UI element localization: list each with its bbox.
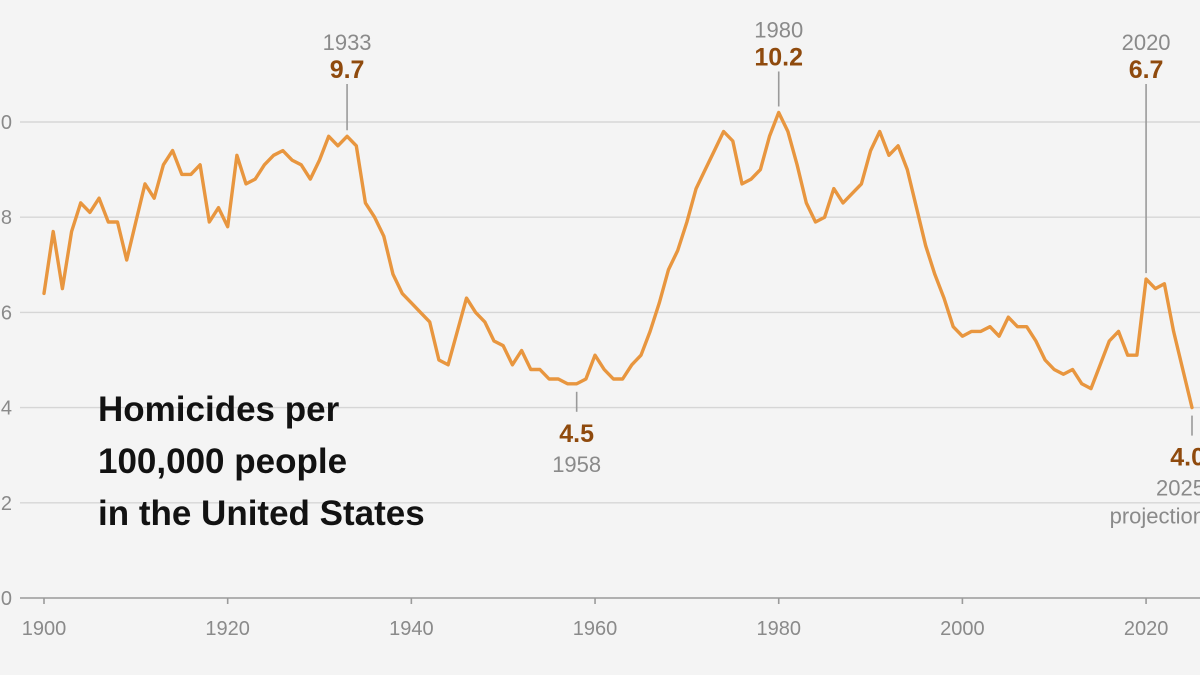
annotation-note: projection bbox=[1110, 504, 1200, 529]
chart-title: Homicides per 100,000 people in the Unit… bbox=[98, 384, 425, 540]
x-tick-label: 1920 bbox=[205, 618, 250, 640]
series-lines bbox=[42, 110, 1194, 410]
annotation-value: 9.7 bbox=[330, 56, 365, 84]
annotation-year: 2020 bbox=[1122, 30, 1171, 55]
x-tick-label: 1940 bbox=[389, 618, 434, 640]
y-tick-label: 2 bbox=[1, 493, 12, 515]
x-tick-label: 1960 bbox=[573, 618, 618, 640]
chart-title-line: 100,000 people bbox=[98, 442, 348, 481]
y-tick-label: 6 bbox=[1, 302, 12, 324]
y-tick-label: 0 bbox=[1, 588, 12, 610]
annotation-value: 10.2 bbox=[754, 43, 803, 71]
annotation-value: 4.5 bbox=[559, 420, 594, 448]
series-line bbox=[42, 110, 1194, 410]
x-tick-label: 1900 bbox=[22, 618, 67, 640]
annotation-value: 6.7 bbox=[1129, 56, 1164, 84]
y-tick-label: 8 bbox=[1, 207, 12, 229]
x-tick-label: 2020 bbox=[1124, 618, 1169, 640]
annotation-year: 1933 bbox=[323, 30, 372, 55]
chart-title-line: Homicides per bbox=[98, 390, 340, 429]
annotation-value: 4.0 bbox=[1170, 444, 1200, 472]
y-tick-label: 4 bbox=[1, 398, 12, 420]
y-axis-tick-labels: 0 2 4 6 8 10 bbox=[0, 112, 12, 610]
x-tick-label: 1980 bbox=[756, 618, 801, 640]
annotation-year: 1980 bbox=[754, 17, 803, 42]
annotation-year: 2025 bbox=[1156, 476, 1200, 501]
gridlines bbox=[20, 121, 1200, 599]
chart-title-line: in the United States bbox=[98, 494, 425, 533]
x-axis-tick-labels: 1900 1920 1940 1960 1980 2000 2020 bbox=[22, 598, 1169, 640]
annotation-year: 1958 bbox=[552, 452, 601, 477]
y-tick-label: 10 bbox=[0, 112, 12, 134]
x-tick-label: 2000 bbox=[940, 618, 985, 640]
